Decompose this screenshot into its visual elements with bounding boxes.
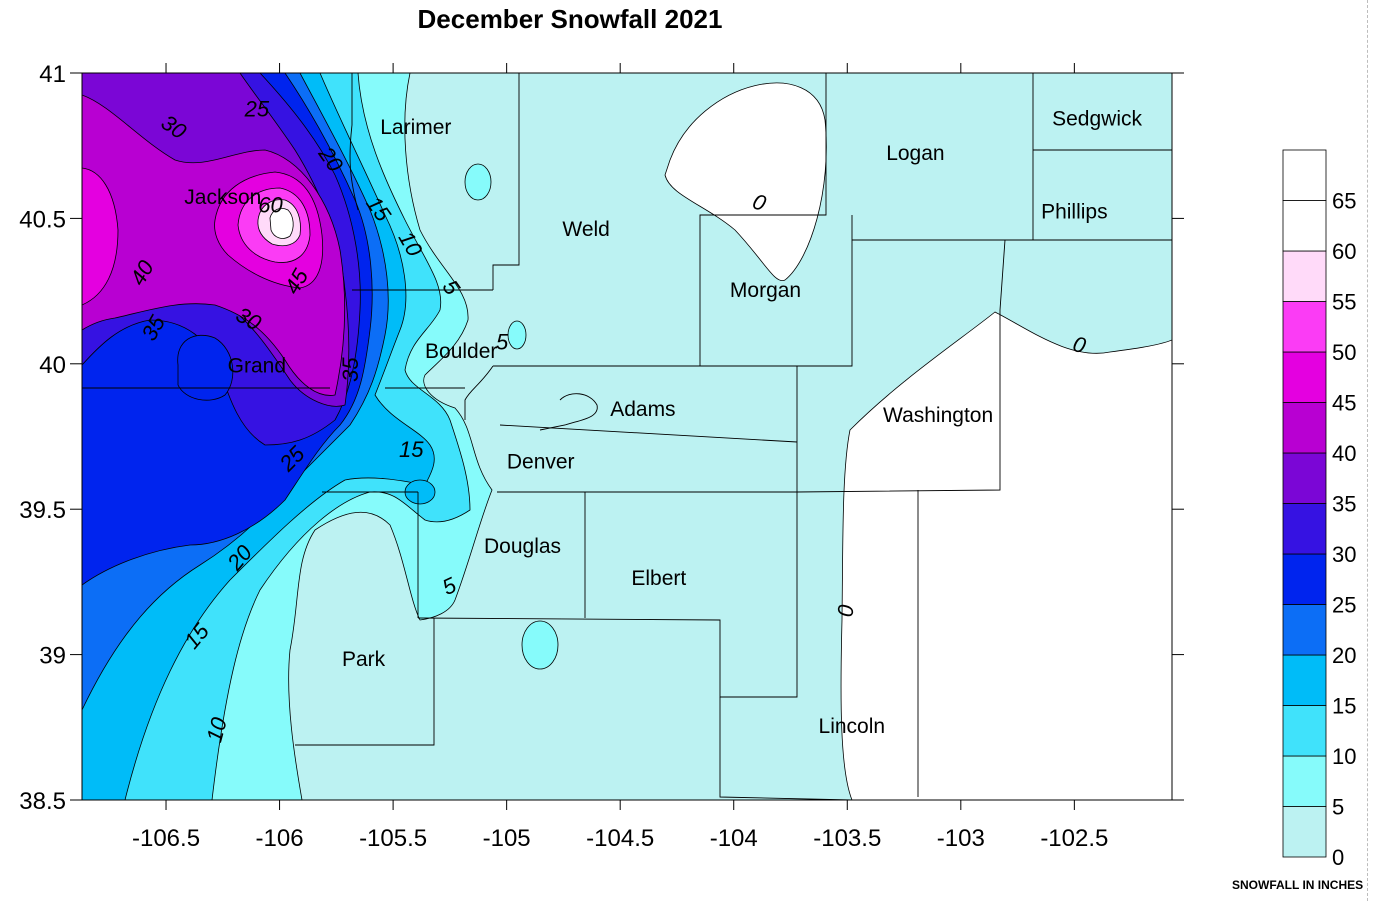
- colorbar-level-label: 35: [1332, 492, 1356, 517]
- y-tick-label: 40: [39, 352, 66, 379]
- colorbar-segment: [1282, 149, 1327, 201]
- y-tick-label: 39: [39, 643, 66, 670]
- county-label: Morgan: [730, 279, 801, 302]
- x-tick-label: -105.5: [359, 825, 427, 852]
- county-label: Logan: [886, 142, 944, 165]
- colorbar-level-label: 5: [1332, 795, 1344, 820]
- colorbar-segment: [1282, 200, 1327, 252]
- colorbar-segment: [1282, 250, 1327, 302]
- county-label: Boulder: [425, 340, 497, 363]
- colorbar-segment: [1282, 402, 1327, 454]
- county-label: Washington: [883, 404, 993, 427]
- x-tick-label: -105: [483, 825, 531, 852]
- colorbar-segment: [1282, 351, 1327, 403]
- x-tick-label: -106.5: [132, 825, 200, 852]
- x-tick-label: -102.5: [1040, 825, 1108, 852]
- x-tick-label: -103.5: [813, 825, 881, 852]
- colorbar-level-label: 65: [1332, 189, 1356, 214]
- x-tick-label: -106: [256, 825, 304, 852]
- contour-label: 0: [833, 603, 859, 618]
- colorbar-unit-label: SNOWFALL IN INCHES: [1232, 878, 1364, 892]
- colorbar-level-label: 60: [1332, 239, 1356, 264]
- county-label: Weld: [562, 218, 609, 241]
- county-label: Douglas: [484, 535, 561, 558]
- colorbar-segment: [1282, 553, 1327, 605]
- colorbar-level-label: 15: [1332, 694, 1356, 719]
- county-label: Grand: [228, 355, 286, 378]
- county-label: Larimer: [380, 116, 451, 139]
- contour-label: 60: [258, 193, 283, 218]
- axis-ticks: [70, 63, 1184, 810]
- colorbar-segment: [1282, 705, 1327, 757]
- plot-frame: [81, 72, 1173, 801]
- colorbar-level-label: 40: [1332, 441, 1356, 466]
- county-label: Lincoln: [819, 715, 886, 738]
- divider-line: [1367, 0, 1368, 901]
- y-axis-labels: 41 40.5 40 39.5 39 38.5: [19, 61, 66, 815]
- colorbar-level-label: 20: [1332, 643, 1356, 668]
- colorbar-level-label: 10: [1332, 744, 1356, 769]
- contour-fill: [82, 73, 1172, 800]
- colorbar-level-label: 50: [1332, 340, 1356, 365]
- county-label: Park: [342, 648, 386, 671]
- colorbar-level-label: 45: [1332, 391, 1356, 416]
- colorbar-segment: [1282, 301, 1327, 353]
- x-tick-label: -104.5: [586, 825, 654, 852]
- colorbar-level-label: 30: [1332, 542, 1356, 567]
- county-label: Adams: [610, 398, 675, 421]
- county-label: Elbert: [631, 567, 686, 590]
- colorbar: 0 5 10 15 20 25 30 35 40 45 50 55 60 65: [1282, 149, 1356, 870]
- county-label: Phillips: [1041, 200, 1108, 223]
- county-label: Sedgwick: [1052, 107, 1142, 130]
- y-tick-label: 41: [39, 61, 66, 88]
- y-tick-label: 39.5: [19, 497, 66, 524]
- contour-label: 15: [399, 437, 424, 462]
- colorbar-level-label: 0: [1332, 845, 1344, 870]
- county-boundaries: [82, 73, 1172, 800]
- colorbar-level-label: 25: [1332, 593, 1356, 618]
- colorbar-segment: [1282, 503, 1327, 555]
- county-labels: Larimer Sedgwick Logan Jackson Phillips Weld M…: [184, 107, 1142, 738]
- colorbar-level-label: 55: [1332, 290, 1356, 315]
- map-title: December Snowfall 2021: [417, 4, 723, 34]
- colorbar-segment: [1282, 755, 1327, 807]
- contour-label: 35: [338, 357, 363, 382]
- colorbar-segment: [1282, 654, 1327, 706]
- y-tick-label: 38.5: [19, 788, 66, 815]
- county-label: Denver: [507, 450, 575, 473]
- x-tick-label: -104: [710, 825, 758, 852]
- x-tick-label: -103: [937, 825, 985, 852]
- colorbar-segment: [1282, 604, 1327, 656]
- colorbar-segment: [1282, 806, 1327, 858]
- contour-label: 25: [244, 97, 270, 122]
- county-label: Jackson: [184, 186, 261, 209]
- x-axis-labels: -106.5 -106 -105.5 -105 -104.5 -104 -103.5 -103…: [132, 825, 1108, 852]
- contour-label: 5: [496, 329, 509, 354]
- colorbar-segment: [1282, 452, 1327, 504]
- y-tick-label: 40.5: [19, 206, 66, 233]
